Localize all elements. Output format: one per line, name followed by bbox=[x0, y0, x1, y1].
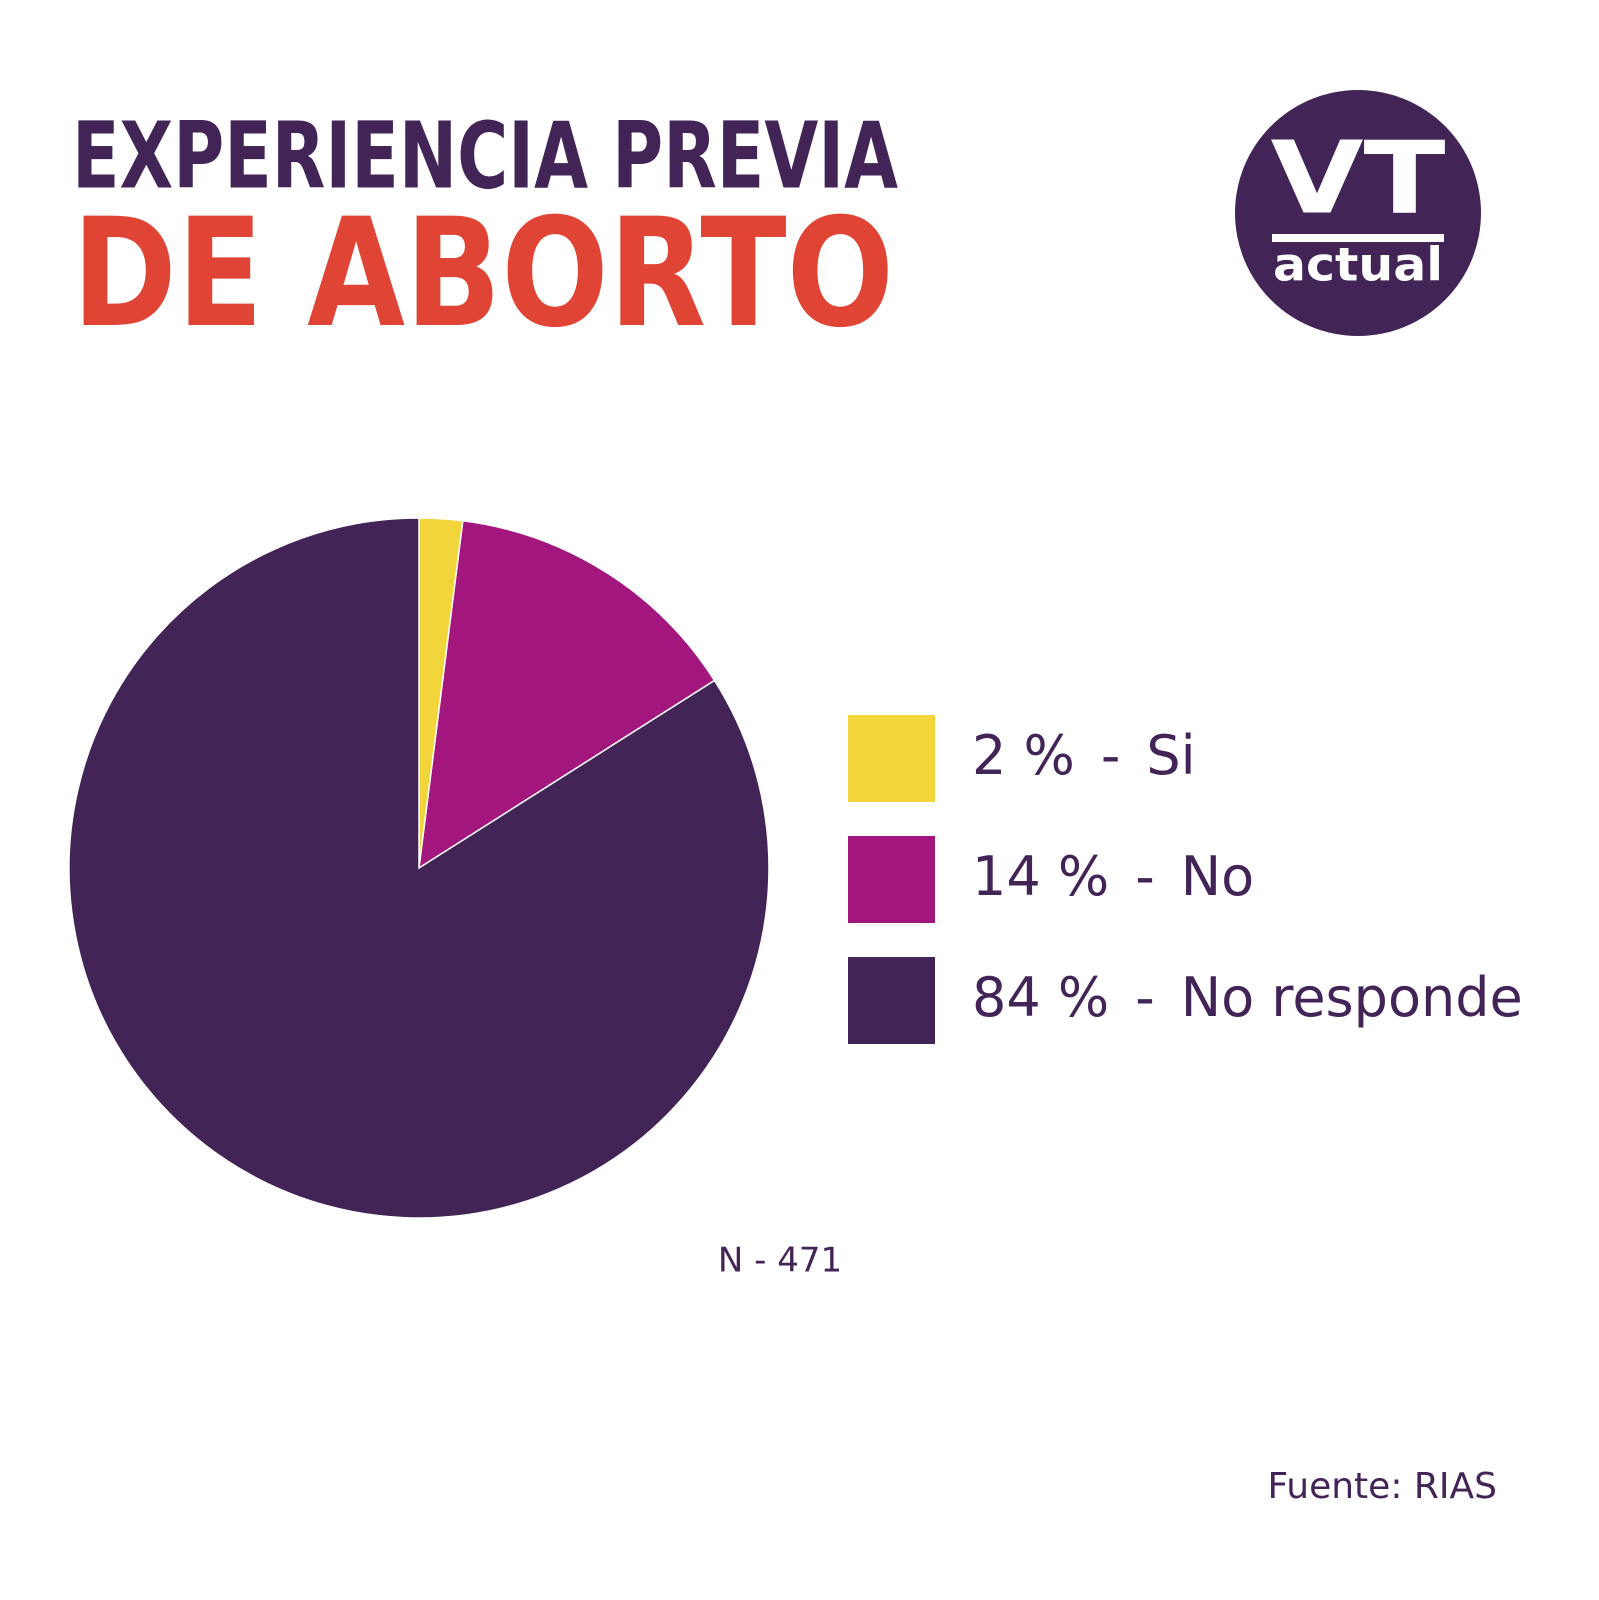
legend-swatch bbox=[848, 957, 935, 1044]
legend-label: 14 % - No bbox=[972, 845, 1254, 908]
source: Fuente: RIAS bbox=[1268, 1466, 1497, 1507]
logo-sub: actual bbox=[1273, 238, 1443, 292]
chart-title: EXPERIENCIA PREVIA bbox=[72, 102, 898, 209]
logo-main: VT bbox=[1271, 119, 1446, 236]
legend-label: 2 % - Si bbox=[972, 724, 1196, 787]
legend-swatch bbox=[848, 836, 935, 923]
pie-slice bbox=[68, 517, 770, 1219]
legend-swatch bbox=[848, 715, 935, 802]
chart-subtitle: DE ABORTO bbox=[72, 187, 894, 361]
legend-category: No bbox=[1181, 845, 1254, 908]
legend-separator: - bbox=[1101, 724, 1121, 787]
legend-separator: - bbox=[1135, 845, 1155, 908]
legend-label: 84 % - No responde bbox=[972, 966, 1523, 1029]
legend-separator: - bbox=[1135, 966, 1155, 1029]
legend-value: 84 % bbox=[972, 966, 1109, 1029]
legend-value: 2 % bbox=[972, 724, 1075, 787]
annotation: N - 471 bbox=[718, 1241, 842, 1281]
legend-value: 14 % bbox=[972, 845, 1109, 908]
legend-category: Si bbox=[1146, 724, 1195, 787]
logo-circle bbox=[1235, 90, 1481, 336]
legend-category: No responde bbox=[1181, 966, 1523, 1029]
logo-rule bbox=[1272, 234, 1444, 242]
pie-slice bbox=[418, 519, 716, 870]
